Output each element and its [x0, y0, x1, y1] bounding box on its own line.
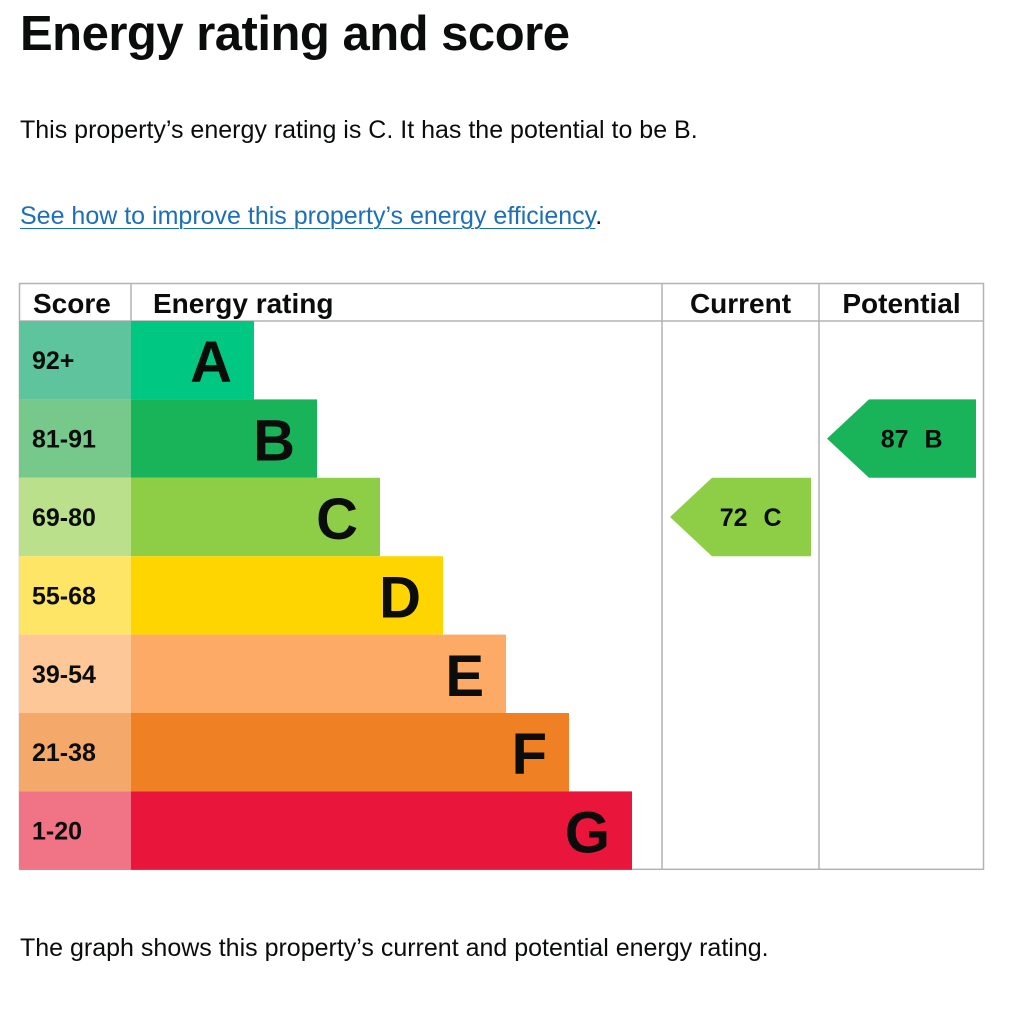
- rating-bar-d: [131, 556, 443, 635]
- score-range-f: 21-38: [32, 739, 96, 767]
- potential-rating-letter: B: [925, 426, 943, 454]
- score-range-b: 81-91: [32, 426, 96, 454]
- rating-bar-e: [131, 634, 506, 713]
- score-range-a: 92+: [32, 347, 74, 375]
- score-cell-g: [19, 791, 131, 870]
- header-current: Current: [690, 288, 791, 319]
- page-title: Energy rating and score: [20, 7, 570, 61]
- chart-description: The graph shows this property’s current …: [20, 934, 769, 962]
- rating-letter-f: F: [512, 722, 547, 787]
- chart-grid: [18, 282, 985, 871]
- improve-paragraph: See how to improve this property’s energ…: [20, 198, 602, 234]
- rating-letter-d: D: [379, 565, 421, 630]
- rating-arrows: 72 C 87 B: [670, 399, 976, 557]
- rating-letter-b: B: [253, 409, 295, 474]
- rating-bar-g: [131, 791, 632, 870]
- potential-rating-score: 87: [881, 426, 909, 454]
- rating-letter-g: G: [565, 801, 610, 866]
- potential-rating-arrow: [827, 399, 976, 478]
- score-range-d: 55-68: [32, 582, 96, 610]
- rating-bands: 92+ A 81-91 B 69-80 C 55-68 D 39-54 E 21-38 F 1-20 G: [19, 321, 632, 870]
- improve-link-suffix: .: [595, 202, 603, 230]
- score-range-e: 39-54: [32, 661, 96, 689]
- current-rating-letter: C: [764, 504, 782, 532]
- rating-letter-e: E: [445, 644, 484, 709]
- score-cell-d: [19, 556, 131, 635]
- rating-bar-c: [131, 477, 380, 557]
- score-cell-f: [19, 713, 131, 792]
- rating-summary: This property’s energy rating is C. It h…: [20, 116, 698, 144]
- rating-letter-c: C: [316, 487, 358, 552]
- header-score: Score: [33, 288, 111, 319]
- score-range-c: 69-80: [32, 504, 96, 532]
- current-rating-score: 72: [720, 504, 748, 532]
- rating-bar-f: [131, 713, 569, 792]
- score-cell-e: [19, 634, 131, 713]
- score-cell-b: [19, 399, 131, 478]
- header-energy-rating: Energy rating: [153, 288, 333, 319]
- header-potential: Potential: [842, 288, 960, 319]
- score-cell-c: [19, 477, 131, 557]
- current-rating-arrow: [670, 477, 811, 557]
- score-range-g: 1-20: [32, 818, 82, 846]
- rating-bar-a: [131, 321, 254, 400]
- score-cell-a: [19, 321, 131, 400]
- rating-bar-b: [131, 399, 317, 478]
- rating-letter-a: A: [190, 330, 232, 395]
- improve-efficiency-link[interactable]: See how to improve this property’s energ…: [20, 202, 596, 230]
